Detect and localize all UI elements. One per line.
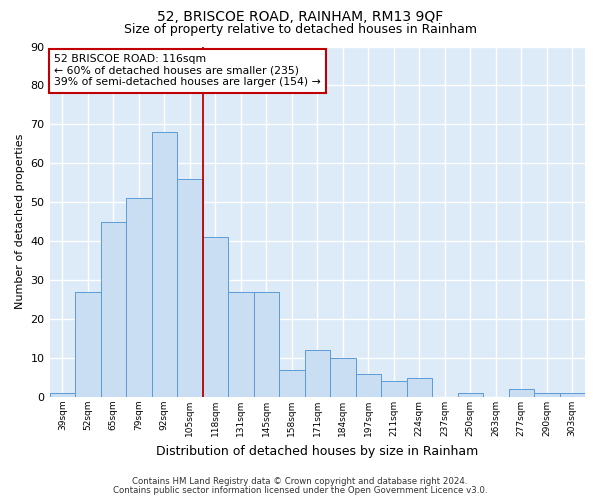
Bar (50, 393, 75, 397)
Bar (509, 389, 534, 397)
Bar (126, 198, 152, 397)
Bar (279, 370, 305, 397)
Bar (203, 238, 228, 397)
Text: 52 BRISCOE ROAD: 116sqm
← 60% of detached houses are smaller (235)
39% of semi-d: 52 BRISCOE ROAD: 116sqm ← 60% of detache… (54, 54, 321, 88)
Bar (407, 378, 432, 397)
Text: Contains public sector information licensed under the Open Government Licence v3: Contains public sector information licen… (113, 486, 487, 495)
Bar (356, 374, 381, 397)
Bar (101, 222, 126, 397)
Bar (254, 292, 279, 397)
Text: 52, BRISCOE ROAD, RAINHAM, RM13 9QF: 52, BRISCOE ROAD, RAINHAM, RM13 9QF (157, 10, 443, 24)
Bar (330, 358, 356, 397)
Bar (228, 292, 254, 397)
X-axis label: Distribution of detached houses by size in Rainham: Distribution of detached houses by size … (156, 444, 478, 458)
Bar (152, 132, 177, 397)
Text: Contains HM Land Registry data © Crown copyright and database right 2024.: Contains HM Land Registry data © Crown c… (132, 478, 468, 486)
Bar (560, 393, 585, 397)
Y-axis label: Number of detached properties: Number of detached properties (15, 134, 25, 310)
Bar (534, 393, 560, 397)
Bar (305, 350, 330, 397)
Bar (458, 393, 483, 397)
Bar (75, 292, 101, 397)
Text: Size of property relative to detached houses in Rainham: Size of property relative to detached ho… (124, 22, 476, 36)
Bar (381, 382, 407, 397)
Bar (177, 179, 203, 397)
